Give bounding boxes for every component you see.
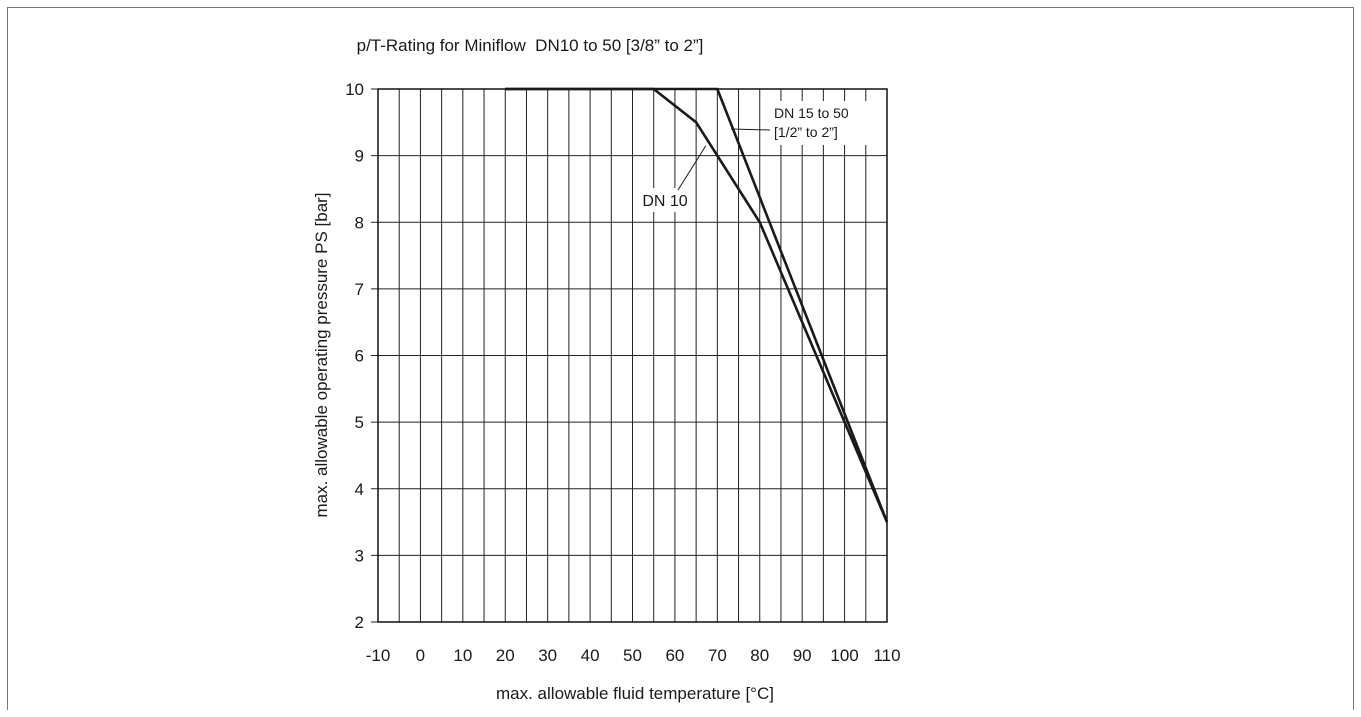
- x-tick-label: 90: [793, 646, 812, 665]
- annotation-dn15-line2: [1/2” to 2”]: [774, 124, 838, 140]
- series-line-1: [505, 87, 889, 523]
- y-tick-label: 10: [345, 80, 364, 99]
- x-tick-label: 100: [830, 646, 858, 665]
- chart-title: p/T-Rating for Miniflow DN10 to 50 [3/8”…: [356, 36, 704, 55]
- y-tick-label: 4: [355, 480, 364, 499]
- tick-labels: -10 0 10 20 30 40 50 60 70 80 90 100 110 2 3 4 5 6 7 8 9 10: [345, 80, 900, 665]
- y-tick-label: 5: [355, 413, 364, 432]
- x-axis-label: max. allowable fluid temperature [°C]: [496, 684, 774, 703]
- annotation-dn15-line1: DN 15 to 50: [774, 105, 849, 121]
- annotation-dn10: DN 10: [642, 193, 687, 210]
- annotation-dn10-bg: [636, 188, 694, 212]
- x-tick-label: 60: [665, 646, 684, 665]
- x-tick-label: 0: [416, 646, 425, 665]
- x-tick-label: 40: [581, 646, 600, 665]
- series-group: [505, 87, 889, 523]
- x-tick-label: 110: [873, 646, 900, 665]
- leader-line-dn10: [677, 145, 707, 191]
- figure-frame: [7, 7, 1354, 710]
- y-tick-label: 7: [355, 280, 364, 299]
- x-tick-label: 50: [623, 646, 642, 665]
- grid: [371, 88, 888, 623]
- y-tick-label: 8: [355, 213, 364, 232]
- x-tick-label: 80: [750, 646, 769, 665]
- y-tick-label: 2: [355, 613, 364, 632]
- annotation-dn15-bg: [768, 101, 884, 145]
- x-tick-label: 70: [708, 646, 727, 665]
- x-tick-label: 20: [496, 646, 515, 665]
- y-tick-label: 6: [355, 347, 364, 366]
- x-tick-label: -10: [366, 646, 391, 665]
- y-axis-label: max. allowable operating pressure PS [ba…: [312, 192, 331, 517]
- x-tick-label: 30: [538, 646, 557, 665]
- x-tick-label: 10: [453, 646, 472, 665]
- annotations: DN 10 DN 15 to 50 [1/2” to 2”]: [636, 101, 884, 212]
- y-tick-label: 3: [355, 546, 364, 565]
- y-tick-label: 9: [355, 147, 364, 166]
- leader-line-dn15: [730, 128, 771, 131]
